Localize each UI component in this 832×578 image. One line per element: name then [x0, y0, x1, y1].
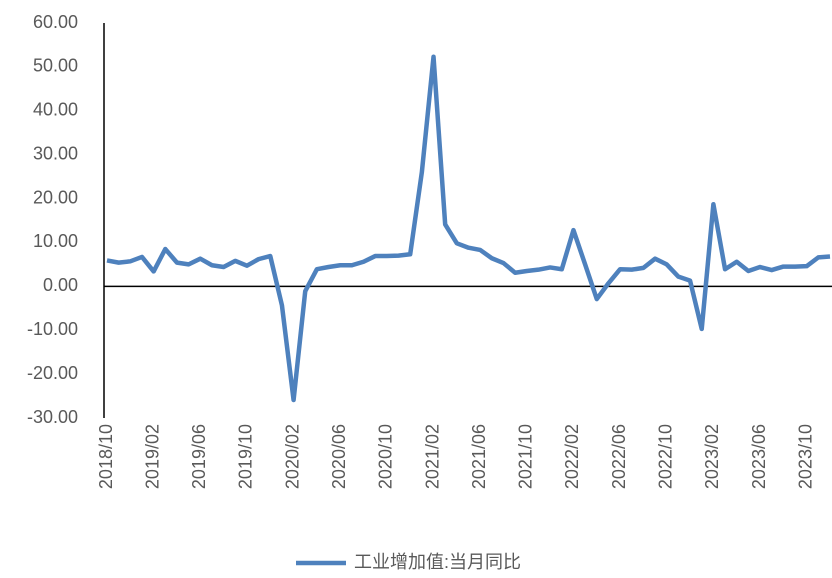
x-tick-label: 2020/02: [282, 424, 302, 489]
x-tick-label: 2021/06: [469, 424, 489, 489]
y-tick-label: -10.00: [27, 319, 78, 339]
x-tick-label: 2021/02: [422, 424, 442, 489]
y-tick-label: 10.00: [33, 231, 78, 251]
legend-label: 工业增加值:当月同比: [354, 552, 521, 572]
x-tick-label: 2023/02: [702, 424, 722, 489]
x-tick-label: 2018/10: [96, 424, 116, 489]
series-line: [106, 54, 831, 403]
x-tick-label: 2019/02: [142, 424, 162, 489]
x-tick-label: 2022/10: [655, 424, 675, 489]
y-tick-label: 20.00: [33, 187, 78, 207]
x-tick-label: 2019/10: [236, 424, 256, 489]
x-tick-label: 2022/02: [562, 424, 582, 489]
x-tick-label: 2023/06: [749, 424, 769, 489]
y-tick-label: 50.00: [33, 56, 78, 76]
y-tick-label: -30.00: [27, 407, 78, 427]
y-tick-label: 60.00: [33, 12, 78, 32]
y-tick-label: 30.00: [33, 143, 78, 163]
x-tick-label: 2020/10: [376, 424, 396, 489]
x-tick-label: 2021/10: [516, 424, 536, 489]
x-tick-label: 2023/10: [795, 424, 815, 489]
y-tick-label: 40.00: [33, 100, 78, 120]
x-tick-label: 2022/06: [609, 424, 629, 489]
y-tick-label: 0.00: [43, 275, 78, 295]
x-tick-label: 2020/06: [329, 424, 349, 489]
y-tick-label: -20.00: [27, 363, 78, 383]
x-tick-label: 2019/06: [189, 424, 209, 489]
